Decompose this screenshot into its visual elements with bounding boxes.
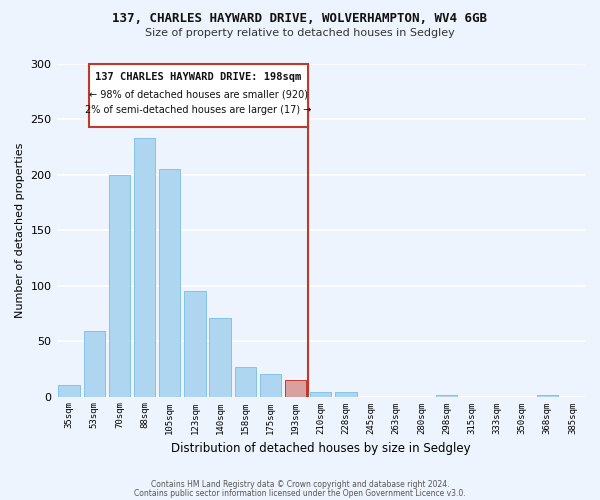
Bar (235, 366, 256, 396)
Text: 137 CHARLES HAYWARD DRIVE: 198sqm: 137 CHARLES HAYWARD DRIVE: 198sqm (95, 72, 302, 82)
Bar (335, 392, 356, 396)
Bar (159, 170, 181, 396)
FancyBboxPatch shape (89, 64, 308, 127)
Bar (58, 386, 80, 396)
Y-axis label: Number of detached properties: Number of detached properties (15, 142, 25, 318)
X-axis label: Distribution of detached houses by size in Sedgley: Distribution of detached houses by size … (171, 442, 470, 455)
Text: 2% of semi-detached houses are larger (17) →: 2% of semi-detached houses are larger (1… (85, 105, 311, 115)
Bar (209, 318, 231, 396)
Bar (83, 331, 105, 396)
Text: Size of property relative to detached houses in Sedgley: Size of property relative to detached ho… (145, 28, 455, 38)
Bar (260, 374, 281, 396)
Text: Contains HM Land Registry data © Crown copyright and database right 2024.: Contains HM Land Registry data © Crown c… (151, 480, 449, 489)
Bar (184, 291, 206, 397)
Bar (109, 175, 130, 396)
Text: Contains public sector information licensed under the Open Government Licence v3: Contains public sector information licen… (134, 488, 466, 498)
Text: ← 98% of detached houses are smaller (920): ← 98% of detached houses are smaller (92… (89, 90, 308, 100)
Text: 137, CHARLES HAYWARD DRIVE, WOLVERHAMPTON, WV4 6GB: 137, CHARLES HAYWARD DRIVE, WOLVERHAMPTO… (113, 12, 487, 26)
Bar (285, 380, 307, 396)
Bar (134, 138, 155, 396)
Bar (310, 392, 331, 396)
